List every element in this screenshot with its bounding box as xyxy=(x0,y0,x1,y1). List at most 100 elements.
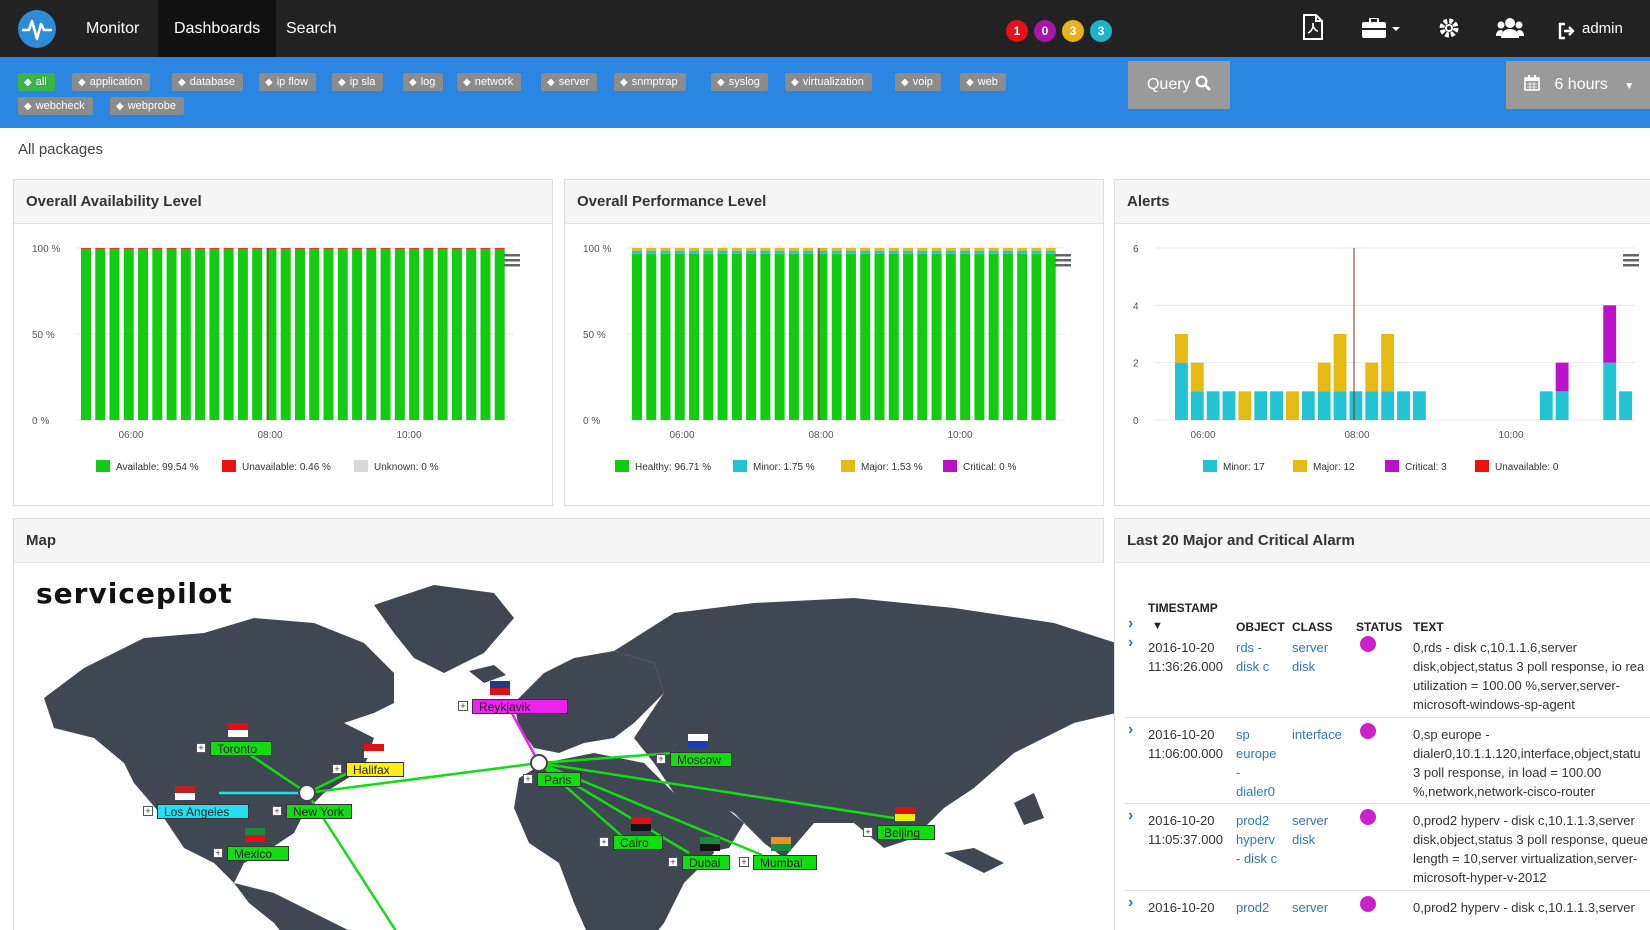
expand-node-icon[interactable]: + xyxy=(656,754,666,764)
expand-node-icon[interactable]: + xyxy=(668,857,678,867)
city-label-cairo[interactable]: Cairo xyxy=(613,835,663,850)
paris-hub-icon[interactable] xyxy=(530,754,548,772)
bar-minor xyxy=(1317,391,1331,420)
tag-snmptrap[interactable]: ◆ snmptrap xyxy=(614,73,686,91)
bar-minor xyxy=(1397,391,1410,420)
alarm-object-link[interactable]: sp xyxy=(1236,727,1250,742)
pdf-export-icon[interactable] xyxy=(1302,14,1324,46)
bar-available xyxy=(437,248,448,420)
time-range-dropdown[interactable]: 6 hours ▼ xyxy=(1506,61,1650,109)
new-york-hub-icon[interactable] xyxy=(298,784,316,802)
tag-web[interactable]: ◆ web xyxy=(960,73,1006,91)
city-label-mumbai[interactable]: Mumbai xyxy=(753,855,817,870)
city-label-dubai[interactable]: Dubai xyxy=(682,855,730,870)
city-label-halifax[interactable]: Halifax xyxy=(346,762,404,777)
expand-row-chevron-icon[interactable]: › xyxy=(1128,721,1134,738)
query-button[interactable]: Query xyxy=(1128,61,1230,109)
chart-menu-icon[interactable] xyxy=(1055,254,1071,267)
alarm-class-link[interactable]: disk xyxy=(1292,659,1316,674)
bar-healthy xyxy=(960,253,971,420)
alarm-class-link[interactable]: server xyxy=(1292,813,1329,828)
alarm-object-link[interactable]: hyperv xyxy=(1236,832,1276,847)
expand-node-icon[interactable]: + xyxy=(196,743,206,753)
tag-webprobe[interactable]: ◆ webprobe xyxy=(110,97,185,115)
availability-panel: Overall Availability Level 100 % 50 % 0 % 0… xyxy=(13,179,553,506)
city-label-reykjavik[interactable]: Reykjavik xyxy=(472,699,568,714)
expand-row-chevron-icon[interactable]: › xyxy=(1128,807,1134,824)
expand-all-chevron-icon[interactable]: › xyxy=(1128,615,1134,632)
expand-node-icon[interactable]: + xyxy=(332,764,342,774)
city-label-mexico[interactable]: Mexico xyxy=(227,846,289,861)
tag-log[interactable]: ◆ log xyxy=(403,73,444,91)
city-label-paris[interactable]: Paris xyxy=(537,772,581,787)
nav-search[interactable]: Search xyxy=(286,20,337,37)
tag-icon: ◆ xyxy=(24,77,32,88)
tag-ip-sla[interactable]: ◆ ip sla xyxy=(332,73,384,91)
alarm-object-link[interactable]: prod2 xyxy=(1236,813,1270,828)
tag-label: ip flow xyxy=(276,76,308,88)
col-header-text[interactable]: TEXT xyxy=(1413,620,1444,634)
gear-icon[interactable] xyxy=(1438,17,1460,45)
nav-dashboards[interactable]: Dashboards xyxy=(158,0,277,57)
tag-network[interactable]: ◆ network xyxy=(457,73,522,91)
tag-server[interactable]: ◆ server xyxy=(541,73,598,91)
col-header-timestamp[interactable]: TIMESTAMP xyxy=(1148,601,1218,615)
expand-node-icon[interactable]: + xyxy=(458,701,468,711)
expand-node-icon[interactable]: + xyxy=(599,837,609,847)
col-header-status[interactable]: STATUS xyxy=(1356,620,1403,634)
tag-all[interactable]: ◆ all xyxy=(18,73,55,91)
city-label-los-angeles[interactable]: Los Angeles xyxy=(157,804,249,819)
expand-node-icon[interactable]: + xyxy=(739,857,749,867)
alarm-object-link[interactable]: prod2 xyxy=(1236,900,1270,915)
world-map[interactable]: servicepilot + Reykjavik + Toronto + Halifax +… xyxy=(14,563,1116,930)
tag-voip[interactable]: ◆ voip xyxy=(895,73,941,91)
logout-icon[interactable] xyxy=(1558,20,1576,46)
expand-node-icon[interactable]: + xyxy=(523,774,533,784)
col-header-object[interactable]: OBJECT xyxy=(1236,620,1285,634)
alarm-class-link[interactable]: interface xyxy=(1292,727,1342,742)
expand-node-icon[interactable]: + xyxy=(143,806,153,816)
user-name[interactable]: admin xyxy=(1582,20,1623,37)
tag-virtualization[interactable]: ◆ virtualization xyxy=(785,73,872,91)
critical-count-badge[interactable]: 1 xyxy=(1006,20,1028,42)
city-label-moscow[interactable]: Moscow xyxy=(670,752,732,767)
city-label-toronto[interactable]: Toronto xyxy=(210,741,272,756)
alarm-object-link[interactable]: dialer0 xyxy=(1236,784,1276,799)
col-header-class[interactable]: CLASS xyxy=(1292,620,1333,634)
city-label-new-york[interactable]: New York xyxy=(286,804,352,819)
users-icon[interactable] xyxy=(1496,16,1524,46)
major-count-badge[interactable]: 0 xyxy=(1034,20,1056,42)
alarm-class-link[interactable]: disk xyxy=(1292,832,1316,847)
expand-node-icon[interactable]: + xyxy=(272,806,282,816)
expand-node-icon[interactable]: + xyxy=(213,848,223,858)
tag-syslog[interactable]: ◆ syslog xyxy=(711,73,768,91)
alarm-class-link[interactable]: server xyxy=(1292,640,1329,655)
expand-node-icon[interactable]: + xyxy=(863,827,873,837)
bar-unavailable xyxy=(195,248,206,249)
tag-database[interactable]: ◆ database xyxy=(172,73,243,91)
chart-menu-icon[interactable] xyxy=(1623,254,1639,267)
info-count-badge[interactable]: 3 xyxy=(1090,20,1112,42)
alarm-object-link[interactable]: rds - xyxy=(1236,640,1262,655)
alarm-object-link[interactable]: - disk c xyxy=(1236,851,1278,866)
app-logo-icon[interactable] xyxy=(18,10,56,48)
tag-application[interactable]: ◆ application xyxy=(72,73,151,91)
bar-unavailable xyxy=(166,248,177,249)
expand-row-chevron-icon[interactable]: › xyxy=(1128,634,1134,651)
briefcase-icon[interactable] xyxy=(1362,17,1402,44)
chart-menu-icon[interactable] xyxy=(504,254,520,267)
tag-icon: ◆ xyxy=(265,77,273,88)
expand-row-chevron-icon[interactable]: › xyxy=(1128,894,1134,911)
alarm-object-link[interactable]: disk c xyxy=(1236,659,1270,674)
alarm-object-link[interactable]: - xyxy=(1236,765,1241,780)
minor-count-badge[interactable]: 3 xyxy=(1062,20,1084,42)
sort-desc-icon[interactable]: ▼ xyxy=(1152,620,1163,632)
alarm-object-link[interactable]: europe xyxy=(1236,746,1277,761)
alarm-class-link[interactable]: server xyxy=(1292,900,1329,915)
critical-status-dot xyxy=(1360,896,1376,912)
city-label-beijing[interactable]: Beijing xyxy=(877,825,935,840)
tag-webcheck[interactable]: ◆ webcheck xyxy=(18,97,93,115)
tag-ip-flow[interactable]: ◆ ip flow xyxy=(259,73,316,91)
nav-monitor[interactable]: Monitor xyxy=(86,20,140,37)
y-tick-label: 0 % xyxy=(583,416,600,427)
